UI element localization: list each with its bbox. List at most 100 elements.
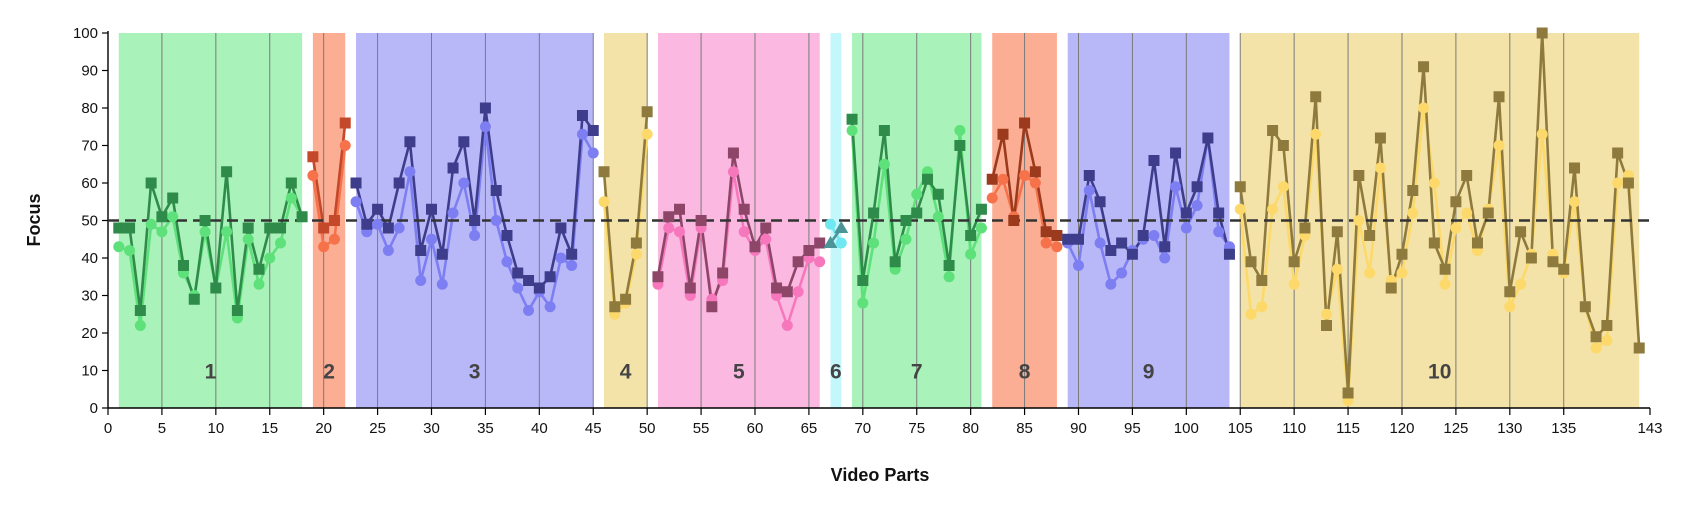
x-tick-label-5: 5 <box>158 420 166 437</box>
point-dark-4-47 <box>609 301 621 313</box>
y-tick-label-60: 60 <box>81 175 98 192</box>
point-light-7-74 <box>900 233 912 245</box>
point-dark-10-123 <box>1428 237 1440 249</box>
point-light-7-80 <box>965 248 977 260</box>
point-dark-10-142 <box>1633 342 1645 354</box>
x-tick-label-80: 80 <box>962 420 979 437</box>
point-dark-8-82 <box>986 173 998 185</box>
point-dark-7-71 <box>868 207 880 219</box>
point-light-9-100 <box>1180 222 1192 234</box>
point-dark-9-99 <box>1170 147 1182 159</box>
point-dark-7-73 <box>889 256 901 268</box>
point-light-2-20 <box>318 241 330 253</box>
point-dark-1-17 <box>285 177 297 189</box>
point-dark-10-110 <box>1288 256 1300 268</box>
point-dark-3-38 <box>512 267 524 279</box>
point-dark-9-103 <box>1213 207 1225 219</box>
point-dark-10-130 <box>1504 286 1516 298</box>
point-dark-10-129 <box>1493 91 1505 103</box>
point-dark-5-52 <box>663 211 675 223</box>
point-light-9-94 <box>1116 267 1128 279</box>
point-light-3-37 <box>501 256 513 268</box>
point-dark-10-116 <box>1353 170 1365 181</box>
point-dark-1-3 <box>134 305 146 316</box>
point-light-10-116 <box>1353 215 1365 226</box>
point-light-3-34 <box>469 230 481 241</box>
point-dark-3-23 <box>350 177 362 189</box>
point-dark-10-105 <box>1234 181 1246 193</box>
point-dark-9-97 <box>1148 155 1160 166</box>
x-tick-label-65: 65 <box>801 420 818 437</box>
point-dark-5-51 <box>652 271 664 283</box>
point-dark-2-20 <box>318 222 330 234</box>
point-light-10-112 <box>1310 128 1322 140</box>
point-light-3-25 <box>372 218 384 230</box>
point-light-3-39 <box>523 305 535 316</box>
point-light-1-5 <box>156 226 168 238</box>
point-dark-3-25 <box>372 203 384 215</box>
point-dark-1-6 <box>167 192 179 204</box>
point-light-10-133 <box>1536 128 1548 140</box>
point-light-10-139 <box>1601 335 1613 346</box>
point-dark-3-34 <box>469 215 481 226</box>
segment-labels: 1 2 3 4 5 6 7 8 9 10 <box>205 361 1452 384</box>
point-dark-3-37 <box>501 230 513 241</box>
point-dark-10-134 <box>1547 256 1559 268</box>
point-dark-5-63 <box>781 286 793 298</box>
point-light-6-68 <box>835 237 847 249</box>
x-tick-label-143: 143 <box>1637 420 1662 437</box>
point-dark-1-7 <box>177 260 189 271</box>
point-light-3-36 <box>490 215 502 226</box>
point-dark-10-113 <box>1321 320 1333 331</box>
point-dark-4-49 <box>630 237 642 249</box>
point-dark-7-69 <box>846 113 858 125</box>
x-tick-label-25: 25 <box>369 420 386 437</box>
point-light-10-110 <box>1288 278 1300 290</box>
y-tick-label-50: 50 <box>81 213 98 230</box>
y-tick-label-70: 70 <box>81 138 98 155</box>
point-light-5-63 <box>781 320 793 331</box>
x-tick-label-35: 35 <box>477 420 494 437</box>
point-dark-9-100 <box>1180 207 1192 219</box>
point-dark-3-30 <box>425 203 437 215</box>
point-dark-3-26 <box>382 222 394 234</box>
segment-label-8: 8 <box>1019 361 1031 384</box>
segment-label-10: 10 <box>1428 361 1451 384</box>
point-light-4-49 <box>630 248 642 260</box>
x-tick-labels: 0 5 10 15 20 25 30 35 40 45 50 55 60 65 70 75 80 85 90 95 10… <box>104 420 1663 437</box>
point-light-10-129 <box>1493 140 1505 151</box>
point-light-2-19 <box>307 170 319 181</box>
point-dark-10-131 <box>1515 226 1527 238</box>
point-dark-10-127 <box>1471 237 1483 249</box>
x-tick-label-75: 75 <box>908 420 925 437</box>
point-dark-1-10 <box>210 282 222 294</box>
point-dark-7-74 <box>900 215 912 226</box>
point-light-3-28 <box>404 166 416 178</box>
point-light-3-38 <box>512 282 524 294</box>
x-tick-label-55: 55 <box>693 420 710 437</box>
point-dark-9-89 <box>1062 233 1074 245</box>
point-dark-7-77 <box>932 188 944 200</box>
point-light-8-85 <box>1019 170 1031 181</box>
point-light-10-130 <box>1504 301 1516 313</box>
y-tick-label-80: 80 <box>81 100 98 117</box>
point-light-3-27 <box>393 222 405 234</box>
point-dark-1-1 <box>113 222 125 234</box>
y-tick-label-30: 30 <box>81 288 98 305</box>
point-dark-9-98 <box>1159 241 1171 253</box>
point-dark-7-80 <box>965 230 977 241</box>
point-light-9-91 <box>1083 185 1095 196</box>
point-light-5-61 <box>760 233 772 245</box>
point-light-10-113 <box>1321 308 1333 320</box>
point-dark-9-95 <box>1126 248 1138 260</box>
point-dark-3-33 <box>458 136 470 148</box>
point-dark-9-101 <box>1191 181 1203 193</box>
point-dark-8-85 <box>1019 117 1031 129</box>
point-dark-8-84 <box>1008 215 1020 226</box>
point-dark-5-60 <box>749 241 761 253</box>
y-tick-label-90: 90 <box>81 63 98 80</box>
x-tick-label-95: 95 <box>1124 420 1141 437</box>
point-light-3-42 <box>555 252 567 264</box>
point-light-9-92 <box>1094 237 1106 249</box>
point-dark-7-78 <box>943 260 955 271</box>
